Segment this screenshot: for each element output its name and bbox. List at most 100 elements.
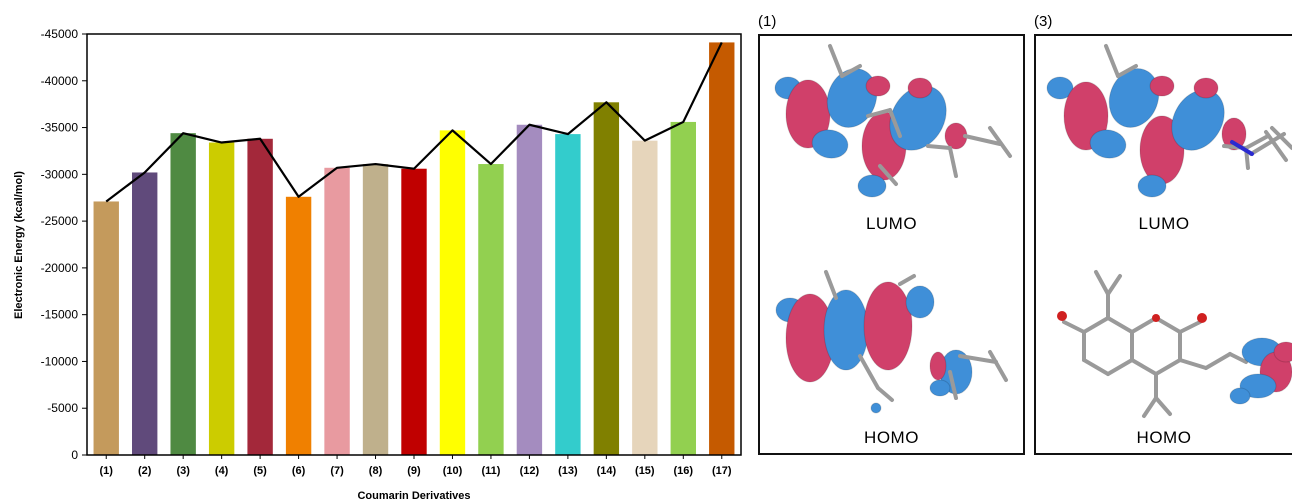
y-axis-label: Electronic Energy (kcal/mol) <box>13 171 25 319</box>
panel-3-title: (3) <box>1034 13 1052 30</box>
orbital-lobe-positive <box>930 380 950 396</box>
orbital-lobe-negative <box>930 352 946 380</box>
bond <box>1180 360 1206 368</box>
x-tick-label: (4) <box>215 465 229 477</box>
x-tick-label: (16) <box>674 465 694 477</box>
y-tick-label: -10000 <box>41 354 79 368</box>
bond <box>1084 360 1108 374</box>
x-tick-label: (1) <box>100 465 114 477</box>
orbital-plot-3 <box>1036 36 1292 455</box>
x-tick-label: (13) <box>558 465 578 477</box>
bar <box>555 134 580 455</box>
bond <box>900 276 914 284</box>
bond <box>1108 276 1120 294</box>
orbital-lobe-negative <box>1274 342 1292 362</box>
bond <box>1132 318 1156 332</box>
bond <box>990 352 1006 380</box>
bar <box>132 172 157 455</box>
bond <box>950 148 956 176</box>
bar <box>324 168 349 455</box>
bar <box>209 143 234 455</box>
bar <box>94 201 119 455</box>
x-tick-label: (3) <box>176 465 190 477</box>
x-tick-label: (5) <box>253 465 267 477</box>
bond <box>1156 398 1170 414</box>
bars <box>94 42 735 455</box>
bar <box>478 164 503 455</box>
y-tick-label: -25000 <box>41 214 79 228</box>
bar <box>401 169 426 455</box>
bond <box>878 388 892 400</box>
bond <box>1144 398 1156 416</box>
bond <box>1132 360 1156 374</box>
bond <box>928 146 950 148</box>
y-tick-label: -45000 <box>41 27 79 41</box>
x-tick-label: (14) <box>597 465 617 477</box>
atom <box>1057 311 1067 321</box>
x-tick-label: (2) <box>138 465 152 477</box>
bar <box>594 102 619 455</box>
bar-chart: 0 -5000 -10000 -15000 -20000 -25000 -30000 -350… <box>0 0 750 504</box>
bar <box>247 139 272 455</box>
x-axis-label: Coumarin Derivatives <box>357 490 470 502</box>
panel-1-title: (1) <box>758 13 776 30</box>
x-tick-label: (6) <box>292 465 306 477</box>
x-tick-label: (10) <box>443 465 463 477</box>
orbital-lobe-positive <box>858 175 886 197</box>
orbital-panel-3: LUMO HOMO <box>1034 34 1292 455</box>
y-tick-label: -5000 <box>47 401 78 415</box>
y-tick-label: -30000 <box>41 167 79 181</box>
bar <box>363 164 388 455</box>
orbital-lobe-positive <box>1138 175 1166 197</box>
orbital-plot-1 <box>760 36 1025 455</box>
orbital-lobe-positive <box>871 403 881 413</box>
y-axis: 0 -5000 -10000 -15000 -20000 -25000 -30000 -350… <box>41 27 87 462</box>
atom <box>1197 313 1207 323</box>
y-tick-label: 0 <box>71 448 78 462</box>
bond <box>826 272 836 298</box>
x-tick-label: (11) <box>481 465 500 477</box>
bond <box>1156 360 1180 374</box>
bar <box>671 122 696 455</box>
bond <box>1156 318 1180 332</box>
bond <box>1084 318 1108 332</box>
y-tick-label: -40000 <box>41 74 79 88</box>
orbital-lobe-negative <box>864 282 912 370</box>
lumo-label-3: LUMO <box>1036 214 1292 234</box>
bar <box>632 141 657 455</box>
orbital-lobe-positive <box>1230 388 1250 404</box>
bond <box>1106 46 1118 76</box>
y-tick-label: -20000 <box>41 261 79 275</box>
x-axis: (1) (2) (3) (4) (5) (6) (7) (8) (9) (10) (11) (12) (… <box>100 455 732 477</box>
bar <box>170 133 195 455</box>
x-tick-label: (12) <box>520 465 540 477</box>
bar <box>517 125 542 455</box>
x-tick-label: (8) <box>369 465 383 477</box>
orbital-lobe-positive <box>906 286 934 318</box>
lumo-label-1: LUMO <box>760 214 1023 234</box>
x-tick-label: (7) <box>330 465 344 477</box>
bond <box>1064 322 1084 332</box>
bond <box>1096 272 1108 294</box>
x-tick-label: (15) <box>635 465 655 477</box>
bond <box>1108 360 1132 374</box>
orbital-lobe-negative <box>1194 78 1218 98</box>
orbital-lobe-negative <box>866 76 890 96</box>
orbital-panel-1: LUMO HOMO <box>758 34 1025 455</box>
atom <box>1152 314 1160 322</box>
bar <box>709 42 734 455</box>
homo-label-1: HOMO <box>760 428 1023 448</box>
homo-label-3: HOMO <box>1036 428 1292 448</box>
bar <box>286 197 311 455</box>
orbital-lobe-negative <box>908 78 932 98</box>
bar <box>440 130 465 455</box>
bond <box>1206 354 1230 368</box>
y-tick-label: -35000 <box>41 121 79 135</box>
x-tick-label: (17) <box>712 465 732 477</box>
bond <box>830 46 842 76</box>
bond <box>1108 318 1132 332</box>
bond <box>1180 322 1200 332</box>
x-tick-label: (9) <box>407 465 421 477</box>
y-tick-label: -15000 <box>41 308 79 322</box>
orbital-lobe-negative <box>1150 76 1174 96</box>
